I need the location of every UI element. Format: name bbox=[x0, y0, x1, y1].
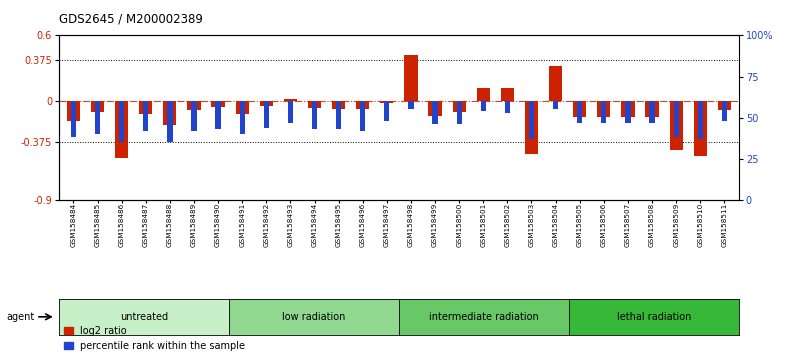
Bar bbox=[453, 101, 466, 112]
Text: lethal radiation: lethal radiation bbox=[617, 312, 691, 322]
Bar bbox=[288, 101, 293, 122]
Bar bbox=[380, 101, 394, 103]
Bar bbox=[384, 101, 390, 121]
Bar bbox=[236, 101, 249, 114]
Bar bbox=[167, 101, 172, 142]
Bar bbox=[601, 101, 607, 122]
Bar bbox=[645, 101, 659, 116]
Bar bbox=[404, 55, 417, 101]
Bar bbox=[428, 101, 442, 115]
Bar bbox=[621, 101, 634, 116]
Bar bbox=[312, 101, 318, 129]
Bar bbox=[119, 101, 124, 142]
Bar bbox=[139, 101, 152, 114]
Bar bbox=[693, 101, 707, 156]
Bar bbox=[501, 88, 514, 101]
Bar bbox=[143, 101, 149, 131]
Bar bbox=[71, 101, 76, 137]
Bar bbox=[670, 101, 683, 149]
Bar bbox=[626, 101, 630, 122]
Bar bbox=[95, 101, 100, 134]
Text: low radiation: low radiation bbox=[282, 312, 346, 322]
Bar bbox=[211, 101, 225, 107]
Legend: log2 ratio, percentile rank within the sample: log2 ratio, percentile rank within the s… bbox=[64, 326, 245, 351]
Text: intermediate radiation: intermediate radiation bbox=[429, 312, 538, 322]
Text: untreated: untreated bbox=[120, 312, 168, 322]
Bar bbox=[284, 99, 297, 101]
Bar bbox=[529, 101, 534, 139]
Bar bbox=[549, 66, 562, 101]
Bar bbox=[649, 101, 655, 122]
Text: GDS2645 / M200002389: GDS2645 / M200002389 bbox=[59, 12, 203, 25]
Bar bbox=[332, 101, 345, 109]
Bar bbox=[91, 101, 105, 112]
Bar bbox=[187, 101, 200, 110]
Bar bbox=[259, 101, 273, 105]
Bar bbox=[722, 101, 727, 121]
Bar bbox=[408, 101, 413, 109]
Bar bbox=[674, 101, 679, 137]
Bar bbox=[163, 101, 177, 125]
Bar bbox=[240, 101, 244, 134]
Bar bbox=[263, 101, 269, 127]
Bar bbox=[215, 101, 221, 129]
Bar bbox=[457, 101, 462, 124]
Bar bbox=[505, 101, 510, 113]
Bar bbox=[525, 101, 538, 154]
Bar bbox=[577, 101, 582, 122]
Bar bbox=[718, 101, 731, 110]
Text: agent: agent bbox=[6, 312, 35, 322]
Bar bbox=[191, 101, 196, 131]
Bar bbox=[597, 101, 611, 116]
Bar bbox=[67, 101, 80, 121]
Bar bbox=[698, 101, 703, 139]
Bar bbox=[336, 101, 341, 129]
Bar bbox=[308, 101, 321, 108]
Bar bbox=[356, 101, 369, 109]
Bar bbox=[115, 101, 128, 158]
Bar bbox=[432, 101, 438, 124]
Bar bbox=[480, 101, 486, 111]
Bar bbox=[360, 101, 365, 131]
Bar bbox=[476, 88, 490, 101]
Bar bbox=[553, 101, 558, 109]
Bar bbox=[573, 101, 586, 116]
